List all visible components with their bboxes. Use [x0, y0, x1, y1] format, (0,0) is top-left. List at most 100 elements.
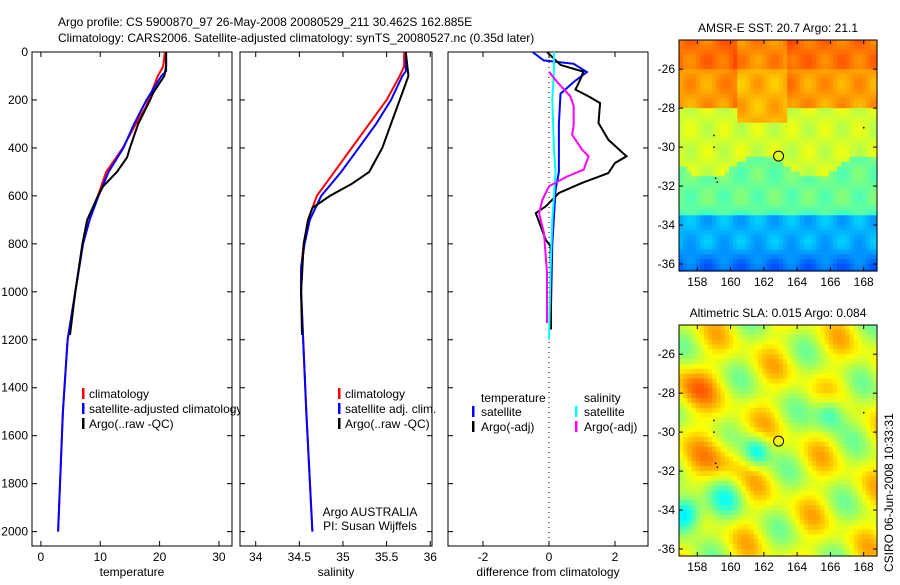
y-tick-label: 1600: [1, 429, 28, 443]
map-cell: [691, 156, 697, 163]
map-cell: [733, 500, 738, 506]
map-cell: [845, 147, 851, 153]
map-cell: [687, 505, 693, 511]
map-cell: [724, 368, 730, 375]
map-cell: [828, 59, 834, 65]
map-cell: [787, 127, 792, 134]
map-cell: [845, 117, 851, 124]
map-cell: [683, 268, 688, 272]
map-cell: [870, 152, 876, 158]
map-cell: [874, 354, 878, 360]
map-cell: [758, 354, 763, 360]
map-cell: [837, 383, 842, 389]
map-cell: [791, 171, 797, 177]
map-cell: [762, 344, 767, 350]
map-cell: [737, 122, 742, 129]
map-cell: [691, 475, 697, 482]
map-cell: [874, 432, 878, 438]
map-cell: [774, 490, 780, 497]
map-cell: [762, 339, 767, 346]
map-cell: [758, 441, 763, 448]
map-cell: [691, 229, 697, 236]
map-cell: [870, 359, 876, 365]
map-cell: [787, 210, 792, 216]
map-cell: [695, 69, 701, 75]
map-cell: [774, 480, 780, 487]
map-cell: [812, 166, 817, 173]
map-cell: [870, 200, 876, 207]
map-cell: [807, 147, 813, 153]
map-cell: [774, 359, 780, 365]
map-cell: [699, 349, 705, 355]
map-cell: [720, 152, 726, 158]
map-cell: [857, 205, 863, 212]
map-cell: [791, 539, 797, 545]
map-cell: [683, 249, 688, 255]
map-cell: [683, 505, 688, 511]
map-cell: [853, 249, 859, 255]
map-cell: [716, 364, 722, 370]
map-cell: [787, 200, 792, 207]
map-cell: [849, 44, 855, 51]
map-cell: [795, 83, 801, 90]
y-tick-label: 200: [8, 93, 28, 107]
map-cell: [753, 44, 759, 51]
map-cell: [745, 456, 751, 462]
map-cell: [695, 249, 701, 255]
map-cell: [837, 161, 842, 168]
map-cell: [778, 383, 784, 389]
map-cell: [695, 268, 701, 272]
map-cell: [699, 181, 705, 187]
map-cell: [762, 44, 767, 51]
map-cell: [737, 117, 742, 124]
map-cell: [799, 254, 805, 260]
map-cell: [820, 98, 826, 104]
map-cell: [704, 190, 709, 197]
map-cell: [841, 485, 846, 492]
map-cell: [728, 446, 734, 453]
map-cell: [758, 64, 763, 70]
map-cell: [820, 475, 826, 482]
map-cell: [683, 500, 688, 506]
map-cell: [795, 359, 801, 365]
map-cell: [687, 108, 693, 114]
map-cell: [753, 480, 759, 487]
map-cell: [745, 93, 751, 100]
map-cell: [795, 147, 801, 153]
map-cell: [758, 181, 763, 187]
map-cell: [828, 417, 834, 423]
map-cell: [783, 534, 788, 540]
map-cell: [708, 195, 713, 202]
map-cell: [770, 225, 776, 231]
map-cell: [762, 471, 767, 477]
map-cell: [733, 190, 738, 197]
map-cell: [766, 171, 772, 177]
map-cell: [758, 393, 763, 399]
map-cell: [820, 325, 826, 331]
map-cell: [783, 244, 788, 250]
map-cell: [812, 156, 817, 163]
x-axis-label: temperature: [100, 565, 165, 579]
map-cell: [828, 122, 834, 129]
map-cell: [862, 510, 867, 516]
map-cell: [845, 186, 851, 192]
map-cell: [753, 259, 759, 265]
map-cell: [783, 186, 788, 192]
map-cell: [766, 471, 772, 477]
map-cell: [824, 88, 830, 95]
map-cell: [745, 79, 751, 85]
map-cell: [728, 117, 734, 124]
map-cell: [683, 74, 688, 80]
map-cell: [762, 456, 767, 462]
map-cell: [795, 152, 801, 158]
map-cell: [687, 427, 693, 433]
map-cell: [749, 432, 755, 438]
map-cell: [828, 117, 834, 124]
map-cell: [691, 485, 697, 492]
map-cell: [737, 225, 742, 231]
map-cell: [762, 359, 767, 365]
map-cell: [695, 529, 701, 535]
map-cell: [691, 378, 697, 385]
map-cell: [770, 190, 776, 197]
map-cell: [766, 234, 772, 241]
